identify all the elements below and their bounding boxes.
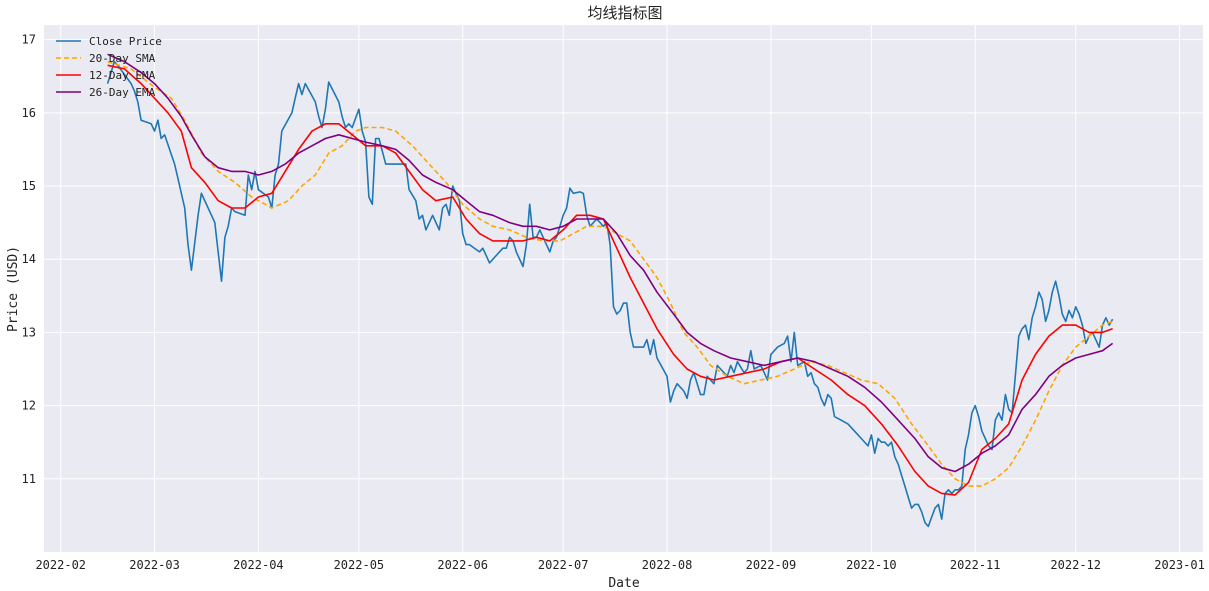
legend: Close Price 20-Day SMA 12-Day EMA 26-Day EM… xyxy=(56,35,162,99)
x-tick-label: 2022-03 xyxy=(129,558,180,572)
x-tick-label: 2022-10 xyxy=(846,558,897,572)
y-tick-label: 16 xyxy=(22,106,36,120)
x-tick-label: 2022-11 xyxy=(950,558,1001,572)
x-tick-label: 2022-08 xyxy=(642,558,693,572)
y-tick-label: 11 xyxy=(22,472,36,486)
series-line-3 xyxy=(107,53,1114,473)
series-line-2 xyxy=(107,64,1113,496)
y-tick-label: 12 xyxy=(22,399,36,413)
chart-title: 均线指标图 xyxy=(587,4,662,22)
x-axis-label: Date xyxy=(608,576,639,591)
x-tick-label: 2022-09 xyxy=(746,558,797,572)
x-tick-label: 2022-06 xyxy=(437,558,488,572)
x-tick-label: 2022-05 xyxy=(334,558,385,572)
x-tick-label: 2022-07 xyxy=(538,558,589,572)
x-tick-label: 2023-01 xyxy=(1154,558,1205,572)
legend-label: 12-Day EMA xyxy=(89,69,156,82)
y-axis-ticks: 11 12 13 14 15 16 17 xyxy=(22,33,36,486)
series-layer xyxy=(106,53,1114,528)
x-tick-label: 2022-04 xyxy=(233,558,284,572)
plot-area xyxy=(44,25,1203,552)
y-tick-label: 15 xyxy=(22,179,36,193)
legend-label: Close Price xyxy=(89,35,162,48)
legend-label: 20-Day SMA xyxy=(89,52,156,65)
x-tick-label: 2022-02 xyxy=(35,558,86,572)
y-tick-label: 14 xyxy=(22,252,36,266)
y-axis-label: Price (USD) xyxy=(6,246,21,332)
y-tick-label: 13 xyxy=(22,325,36,339)
x-axis-ticks: 2022-02 2022-03 2022-04 2022-05 2022-06 2022-… xyxy=(35,558,1204,572)
series-line-0 xyxy=(106,60,1114,528)
legend-label: 26-Day EMA xyxy=(89,86,156,99)
series-line-1 xyxy=(107,60,1113,487)
y-tick-label: 17 xyxy=(22,33,36,47)
x-tick-label: 2022-12 xyxy=(1050,558,1101,572)
